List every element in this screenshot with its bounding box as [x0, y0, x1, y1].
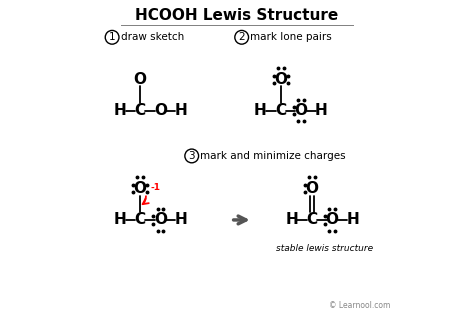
Text: O: O — [134, 181, 147, 196]
Text: H: H — [174, 212, 187, 227]
Text: mark and minimize charges: mark and minimize charges — [200, 151, 346, 161]
Text: mark lone pairs: mark lone pairs — [250, 32, 332, 42]
Text: O: O — [326, 212, 339, 227]
Text: C: C — [135, 103, 146, 118]
Text: stable lewis structure: stable lewis structure — [276, 243, 373, 253]
Text: C: C — [275, 103, 286, 118]
Text: C: C — [135, 212, 146, 227]
Text: HCOOH Lewis Structure: HCOOH Lewis Structure — [136, 8, 338, 23]
Text: H: H — [114, 103, 126, 118]
Text: H: H — [174, 103, 187, 118]
Text: O: O — [294, 103, 308, 118]
Text: -1: -1 — [151, 183, 161, 192]
Text: O: O — [274, 72, 287, 87]
Text: H: H — [114, 212, 126, 227]
Text: H: H — [346, 212, 359, 227]
Text: 2: 2 — [238, 32, 245, 42]
Text: O: O — [305, 181, 319, 196]
Text: C: C — [306, 212, 318, 227]
Text: 3: 3 — [189, 151, 195, 161]
Text: O: O — [154, 103, 167, 118]
Text: draw sketch: draw sketch — [121, 32, 184, 42]
Text: H: H — [285, 212, 298, 227]
Text: 1: 1 — [109, 32, 116, 42]
Text: © Learnool.com: © Learnool.com — [328, 301, 390, 311]
Text: O: O — [154, 212, 167, 227]
Text: O: O — [134, 72, 147, 87]
Text: H: H — [254, 103, 267, 118]
Text: H: H — [315, 103, 328, 118]
